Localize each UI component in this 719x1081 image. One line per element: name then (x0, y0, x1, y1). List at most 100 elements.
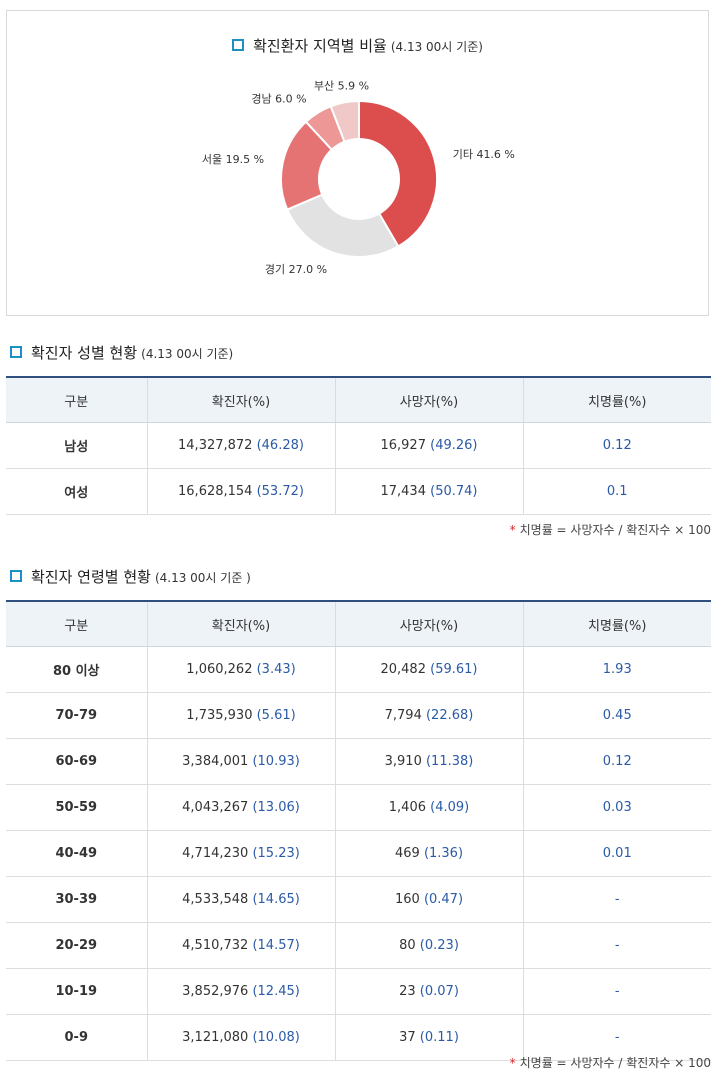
age-footnote-text: 치명률 = 사망자수 / 확진자수 × 100 (519, 1056, 711, 1070)
table-row: 80 이상 1,060,262 (3.43) 20,482 (59.61) 1.93 (6, 646, 711, 693)
cases-cell-count: 3,852,976 (182, 984, 249, 999)
cases-cell: 1,060,262 (3.43) (147, 646, 336, 693)
cases-cell: 3,852,976 (12.45) (147, 968, 336, 1015)
slice-label: 기타 41.6 % (453, 148, 515, 161)
row-group-label: 40-49 (6, 830, 148, 877)
square-bullet-icon (10, 345, 22, 358)
column-header: 확진자(%) (147, 600, 336, 647)
deaths-cell-count: 3,910 (384, 754, 422, 769)
cases-cell: 16,628,154 (53.72) (147, 468, 336, 515)
chart-title-text: 확진환자 지역별 비율 (253, 37, 387, 55)
cases-cell-count: 1,060,262 (186, 662, 253, 677)
fatality-rate-cell: - (523, 922, 711, 969)
age-footnote: * 치명률 = 사망자수 / 확진자수 × 100 (510, 1054, 711, 1071)
deaths-cell-count: 23 (399, 984, 416, 999)
gender-footnote-text: 치명률 = 사망자수 / 확진자수 × 100 (519, 523, 711, 537)
cases-cell-count: 1,735,930 (186, 708, 253, 723)
deaths-cell-percent: (1.36) (423, 846, 464, 861)
column-header: 사망자(%) (335, 376, 524, 423)
row-group-label: 80 이상 (6, 646, 148, 693)
cases-cell-count: 4,714,230 (182, 846, 249, 861)
fatality-rate-cell: 0.12 (523, 422, 711, 469)
slice-label: 경남 6.0 % (251, 92, 306, 105)
cases-cell-percent: (10.93) (252, 754, 300, 769)
slice-label: 서울 19.5 % (202, 153, 264, 166)
row-group-label: 70-79 (6, 692, 148, 739)
table-row: 50-59 4,043,267 (13.06) 1,406 (4.09) 0.03 (6, 784, 711, 831)
gender-section-title: 확진자 성별 현황 (4.13 00시 기준) (10, 342, 233, 363)
age-subtitle: (4.13 00시 기준 ) (154, 571, 251, 585)
chart-title: 확진환자 지역별 비율 (4.13 00시 기준) (7, 35, 708, 56)
deaths-cell-count: 80 (399, 938, 416, 953)
row-group-label: 여성 (6, 468, 148, 515)
gender-table: 구분 확진자(%) 사망자(%) 치명률(%) 남성 14,327,872 (46.28… (6, 376, 711, 515)
cases-cell: 1,735,930 (5.61) (147, 692, 336, 739)
deaths-cell: 160 (0.47) (335, 876, 524, 923)
deaths-cell-percent: (0.11) (419, 1030, 459, 1045)
fatality-rate-cell: 0.45 (523, 692, 711, 739)
cases-cell: 4,714,230 (15.23) (147, 830, 336, 877)
deaths-cell-percent: (11.38) (425, 754, 474, 769)
cases-cell-percent: (14.65) (252, 892, 300, 907)
deaths-cell: 37 (0.11) (335, 1014, 524, 1061)
table-row: 20-29 4,510,732 (14.57) 80 (0.23) - (6, 922, 711, 969)
deaths-cell: 7,794 (22.68) (335, 692, 524, 739)
table-row: 남성 14,327,872 (46.28) 16,927 (49.26) 0.12 (6, 422, 711, 469)
table-header-row: 구분 확진자(%) 사망자(%) 치명률(%) (6, 376, 711, 423)
row-group-label: 남성 (6, 422, 148, 469)
deaths-cell-count: 17,434 (380, 484, 426, 499)
column-header: 치명률(%) (523, 600, 711, 647)
table-row: 40-49 4,714,230 (15.23) 469 (1.36) 0.01 (6, 830, 711, 877)
deaths-cell: 23 (0.07) (335, 968, 524, 1015)
row-group-label: 30-39 (6, 876, 148, 923)
cases-cell-percent: (5.61) (256, 708, 296, 723)
square-bullet-icon (232, 38, 245, 51)
donut-slice (358, 99, 438, 248)
table-row: 0-9 3,121,080 (10.08) 37 (0.11) - (6, 1014, 711, 1061)
cases-cell-percent: (15.23) (252, 846, 300, 861)
row-group-label: 20-29 (6, 922, 148, 969)
cases-cell-count: 4,510,732 (182, 938, 249, 953)
cases-cell-count: 3,384,001 (182, 754, 249, 769)
cases-cell: 14,327,872 (46.28) (147, 422, 336, 469)
age-title-text: 확진자 연령별 현황 (31, 568, 151, 586)
fatality-rate-cell: 0.01 (523, 830, 711, 877)
deaths-cell-count: 16,927 (380, 438, 426, 453)
deaths-cell: 80 (0.23) (335, 922, 524, 969)
cases-cell-count: 4,043,267 (182, 800, 249, 815)
deaths-cell-count: 37 (399, 1030, 416, 1045)
deaths-cell: 20,482 (59.61) (335, 646, 524, 693)
cases-cell: 3,121,080 (10.08) (147, 1014, 336, 1061)
table-row: 여성 16,628,154 (53.72) 17,434 (50.74) 0.1 (6, 468, 711, 515)
deaths-cell: 3,910 (11.38) (335, 738, 524, 785)
fatality-rate-cell: - (523, 876, 711, 923)
cases-cell: 3,384,001 (10.93) (147, 738, 336, 785)
column-header: 구분 (6, 600, 148, 647)
cases-cell-count: 3,121,080 (182, 1030, 249, 1045)
table-row: 30-39 4,533,548 (14.65) 160 (0.47) - (6, 876, 711, 923)
cases-cell-count: 16,628,154 (178, 484, 253, 499)
row-group-label: 10-19 (6, 968, 148, 1015)
row-group-label: 50-59 (6, 784, 148, 831)
cases-cell-percent: (12.45) (252, 984, 300, 999)
cases-cell-percent: (53.72) (256, 484, 304, 499)
deaths-cell-percent: (49.26) (430, 438, 478, 453)
table-row: 60-69 3,384,001 (10.93) 3,910 (11.38) 0.12 (6, 738, 711, 785)
cases-cell-percent: (10.08) (252, 1030, 300, 1045)
cases-cell: 4,043,267 (13.06) (147, 784, 336, 831)
gender-footnote: * 치명률 = 사망자수 / 확진자수 × 100 (510, 521, 711, 538)
table-row: 70-79 1,735,930 (5.61) 7,794 (22.68) 0.45 (6, 692, 711, 739)
deaths-cell-percent: (0.47) (423, 892, 464, 907)
deaths-cell-count: 469 (394, 846, 420, 861)
asterisk-icon: * (509, 1056, 516, 1070)
age-table: 구분 확진자(%) 사망자(%) 치명률(%) 80 이상 1,060,262 (3.4… (6, 600, 711, 1061)
cases-cell-percent: (14.57) (252, 938, 300, 953)
deaths-cell: 1,406 (4.09) (335, 784, 524, 831)
deaths-cell-percent: (50.74) (430, 484, 478, 499)
deaths-cell-count: 20,482 (380, 662, 426, 677)
deaths-cell-percent: (0.07) (419, 984, 459, 999)
deaths-cell-count: 160 (394, 892, 420, 907)
column-header: 구분 (6, 376, 148, 423)
deaths-cell-count: 1,406 (388, 800, 426, 815)
row-group-label: 60-69 (6, 738, 148, 785)
